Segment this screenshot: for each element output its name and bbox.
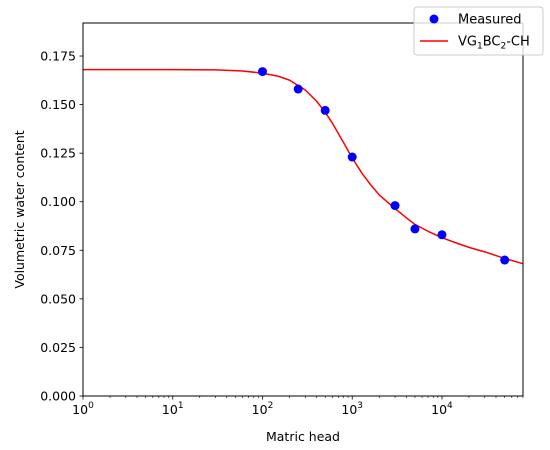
x-tick-label-exponent: 3 — [357, 401, 363, 411]
x-tick-label: 103 — [341, 401, 363, 417]
y-tick-label: 0.050 — [40, 291, 76, 306]
legend-fit-part-1: VG — [458, 35, 477, 50]
measured-point — [257, 67, 267, 77]
x-tick-label: 102 — [252, 401, 274, 417]
legend-label-measured: Measured — [458, 13, 522, 28]
x-tick-label-exponent: 0 — [88, 401, 94, 411]
legend-label-fit: VG1BC2-CH — [458, 35, 530, 52]
legend-fit-part-2: BC — [483, 35, 501, 50]
y-tick-label: 0.175 — [40, 49, 76, 64]
x-tick-label-base: 10 — [431, 402, 447, 417]
x-axis-label: Matric head — [266, 429, 340, 444]
measured-point — [293, 84, 303, 94]
legend-fit-sub-2: 2 — [500, 42, 506, 52]
y-axis-label: Volumetric water content — [12, 130, 27, 288]
x-tick-label-exponent: 1 — [178, 401, 184, 411]
x-axis-ticks: 100 101 102 103 104 — [72, 396, 524, 417]
y-tick-label: 0.150 — [40, 97, 76, 112]
measured-point — [390, 201, 400, 211]
legend-marker-measured — [429, 14, 439, 24]
legend-fit-part-3: -CH — [506, 35, 530, 50]
points-layer — [257, 67, 510, 265]
measured-point — [437, 230, 447, 240]
x-tick-label-exponent: 2 — [268, 401, 274, 411]
x-tick-label-base: 10 — [162, 402, 178, 417]
legend-box — [413, 6, 544, 56]
measured-point — [410, 224, 420, 234]
measured-point — [347, 152, 357, 162]
x-tick-label: 104 — [431, 401, 453, 417]
x-tick-label: 100 — [72, 401, 94, 417]
y-tick-label: 0.025 — [40, 340, 76, 355]
y-axis-ticks: 0.000 0.025 0.050 0.075 0.100 0.125 0.150 0.175 — [40, 49, 83, 404]
x-tick-label-base: 10 — [72, 402, 88, 417]
y-tick-label: 0.125 — [40, 146, 76, 161]
x-tick-label-base: 10 — [252, 402, 268, 417]
measured-point — [500, 255, 510, 265]
legend: Measured VG1BC2-CH — [413, 6, 544, 56]
y-tick-label: 0.075 — [40, 243, 76, 258]
plot-area — [83, 23, 523, 396]
y-tick-label: 0.100 — [40, 194, 76, 209]
plot-frame — [82, 22, 524, 397]
measured-point — [320, 105, 330, 115]
legend-fit-sub-1: 1 — [477, 42, 483, 52]
x-tick-label-base: 10 — [341, 402, 357, 417]
x-tick-label-exponent: 4 — [447, 401, 453, 411]
y-tick-label: 0.000 — [40, 389, 76, 404]
x-tick-label: 101 — [162, 401, 184, 417]
